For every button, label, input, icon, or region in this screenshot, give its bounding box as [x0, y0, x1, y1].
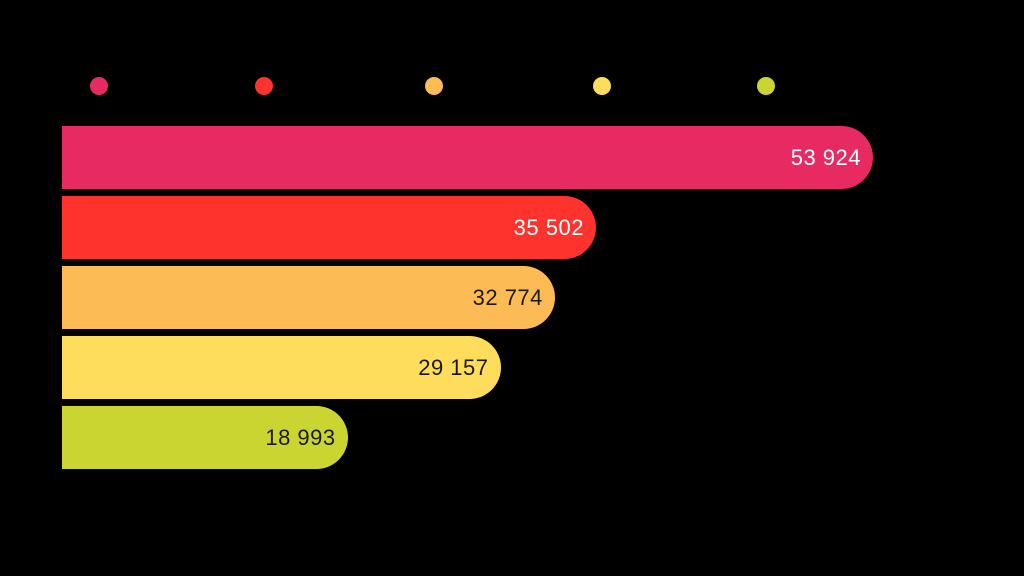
legend-circle-icon-5 — [757, 77, 775, 95]
legend-circle-icon-2 — [255, 77, 273, 95]
legend-circle-icon-1 — [90, 77, 108, 95]
bar-series-5: 18 993 — [62, 406, 348, 469]
legend-circle-icon-3 — [425, 77, 443, 95]
legend — [0, 0, 1024, 110]
bar-value-label-3: 32 774 — [472, 284, 543, 310]
legend-circle-icon-4 — [593, 77, 611, 95]
bar-value-label-2: 35 502 — [513, 214, 584, 240]
bar-value-label-5: 18 993 — [265, 424, 336, 450]
bar-series-2: 35 502 — [62, 196, 596, 259]
bar-value-label-1: 53 924 — [790, 144, 861, 170]
bar-series-3: 32 774 — [62, 266, 555, 329]
bar-chart-plot-area: 53 924 35 502 32 774 29 157 18 993 — [62, 126, 1024, 469]
bar-series-1: 53 924 — [62, 126, 873, 189]
bar-series-4: 29 157 — [62, 336, 501, 399]
bar-value-label-4: 29 157 — [418, 354, 489, 380]
